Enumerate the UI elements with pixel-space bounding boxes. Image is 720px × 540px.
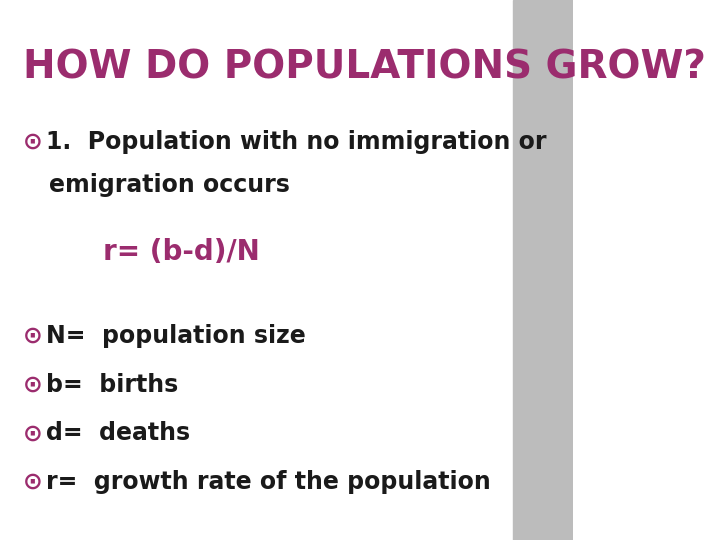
Text: r=  growth rate of the population: r= growth rate of the population <box>46 470 490 494</box>
Text: ⊙: ⊙ <box>23 421 42 445</box>
Text: ⊙: ⊙ <box>23 324 42 348</box>
Text: 1.  Population with no immigration or: 1. Population with no immigration or <box>46 130 546 153</box>
Text: ⊙: ⊙ <box>23 470 42 494</box>
Text: ⊙: ⊙ <box>23 373 42 396</box>
Text: d=  deaths: d= deaths <box>46 421 190 445</box>
Text: ⊙: ⊙ <box>23 130 42 153</box>
Text: r= (b-d)/N: r= (b-d)/N <box>103 238 260 266</box>
Text: HOW DO POPULATIONS GROW?: HOW DO POPULATIONS GROW? <box>23 49 706 86</box>
Text: emigration occurs: emigration occurs <box>49 173 289 197</box>
FancyBboxPatch shape <box>513 0 573 540</box>
Text: b=  births: b= births <box>46 373 178 396</box>
Text: N=  population size: N= population size <box>46 324 305 348</box>
